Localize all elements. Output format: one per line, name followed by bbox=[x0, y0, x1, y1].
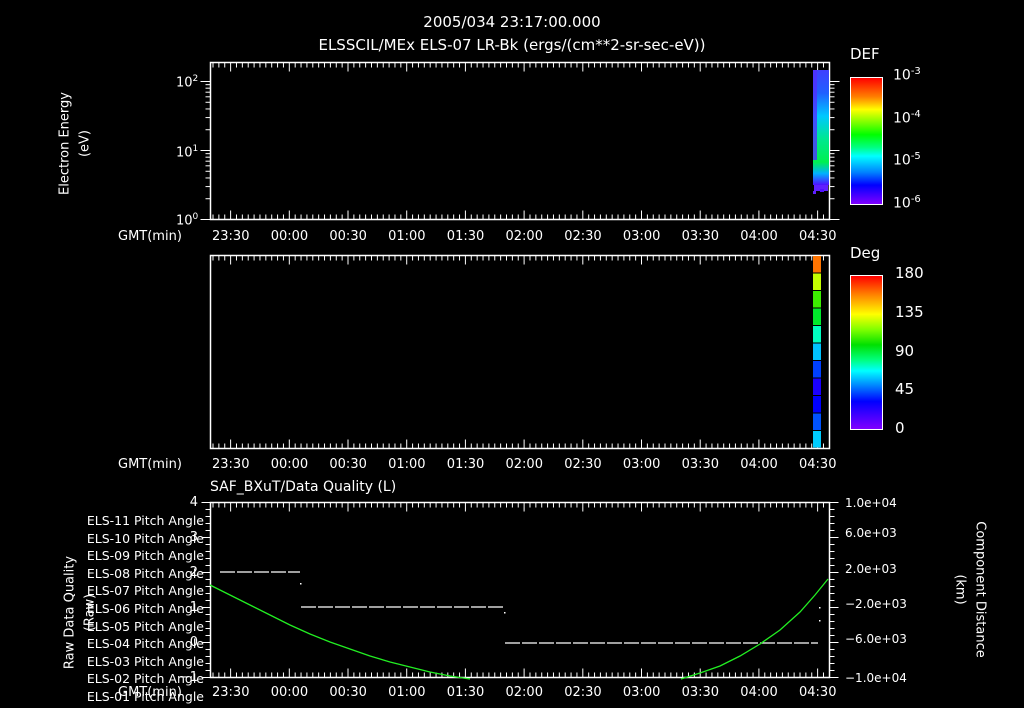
x-tick-label: 02:30 bbox=[564, 685, 602, 700]
distance-ytick: −2.0e+03 bbox=[845, 596, 907, 611]
x-tick-label: 03:00 bbox=[622, 229, 661, 244]
pitch-row-label: ELS-02 Pitch Angle bbox=[86, 671, 204, 687]
distance-ytick: 2.0e+03 bbox=[845, 561, 897, 576]
x-tick-label: 00:00 bbox=[270, 685, 309, 700]
x-tick-label: 02:00 bbox=[505, 229, 543, 244]
x-tick-label: 01:30 bbox=[446, 457, 485, 472]
quality-ytick: −1 bbox=[178, 669, 198, 685]
pitch-row-label: ELS-10 Pitch Angle bbox=[86, 530, 204, 546]
pitch-xlabel: GMT(min) bbox=[118, 457, 182, 472]
data-quality-series bbox=[220, 571, 818, 644]
x-tick-label: 02:30 bbox=[564, 229, 602, 244]
def-tick-1e-5: 10-5 bbox=[893, 151, 921, 169]
x-tick-label: 04:00 bbox=[740, 229, 778, 244]
pitch-row-label: ELS-04 Pitch Angle bbox=[86, 636, 204, 652]
energy-ytick-100: 102 bbox=[176, 74, 199, 91]
x-tick-label: 00:00 bbox=[270, 229, 309, 244]
x-tick-label: 23:30 bbox=[212, 457, 250, 472]
x-tick-label: 00:30 bbox=[329, 457, 367, 472]
x-tick-label: 00:30 bbox=[329, 229, 367, 244]
def-tick-1e-6: 10-6 bbox=[893, 194, 921, 212]
quality-xlabel: GMT(min) bbox=[118, 685, 182, 700]
def-tick-1e-4: 10-4 bbox=[893, 109, 921, 127]
x-tick-label: 04:00 bbox=[740, 457, 778, 472]
pitch-row-label: ELS-11 Pitch Angle bbox=[86, 513, 204, 528]
x-tick-label: 03:30 bbox=[681, 685, 720, 700]
def-colorbar-title: DEF bbox=[850, 45, 880, 63]
x-tick-label: 04:00 bbox=[740, 685, 778, 700]
x-tick-label: 03:00 bbox=[622, 685, 661, 700]
pitch-row-label: ELS-07 Pitch Angle bbox=[86, 583, 204, 599]
energy-xlabel: GMT(min) bbox=[118, 229, 182, 244]
pitch-row-label: ELS-08 Pitch Angle bbox=[86, 565, 204, 581]
pitch-row-label: ELS-06 Pitch Angle bbox=[86, 601, 204, 616]
distance-ytick: −1.0e+04 bbox=[845, 670, 907, 685]
def-tick-1e-3: 10-3 bbox=[893, 66, 921, 84]
energy-ytick-10: 101 bbox=[176, 144, 199, 161]
x-tick-label: 03:30 bbox=[681, 229, 720, 244]
x-tick-label: 04:30 bbox=[799, 457, 837, 472]
x-tick-label: 01:30 bbox=[446, 685, 485, 700]
x-tick-label: 01:00 bbox=[388, 685, 426, 700]
deg-tick-45: 45 bbox=[895, 380, 915, 398]
x-tick-label: 03:30 bbox=[681, 457, 720, 472]
pitch-row-label: ELS-05 Pitch Angle bbox=[86, 618, 204, 634]
x-tick-label: 04:30 bbox=[799, 685, 837, 700]
quality-ytick: 1 bbox=[189, 599, 198, 615]
deg-colorbar bbox=[850, 275, 883, 430]
pitch-angle-data bbox=[813, 256, 821, 448]
distance-ytick: 1.0e+04 bbox=[845, 495, 897, 510]
quality-ytick: 0 bbox=[189, 634, 198, 650]
pitch-row-label: ELS-03 Pitch Angle bbox=[86, 653, 204, 669]
quality-ytick: 2 bbox=[189, 564, 198, 580]
x-tick-label: 23:30 bbox=[212, 229, 250, 244]
x-tick-label: 01:00 bbox=[388, 457, 426, 472]
plot-timestamp: 2005/034 23:17:00.000 bbox=[423, 13, 601, 31]
spacecraft-x-series bbox=[209, 584, 471, 680]
distance-ytick: −6.0e+03 bbox=[845, 632, 907, 646]
x-tick-label: 00:00 bbox=[270, 457, 309, 472]
deg-tick-135: 135 bbox=[895, 303, 924, 321]
def-colorbar bbox=[850, 77, 883, 205]
x-tick-label: 01:00 bbox=[388, 229, 426, 244]
x-tick-label: 04:30 bbox=[799, 229, 837, 244]
plot-title: ELSSCIL/MEx ELS-07 LR-Bk (ergs/(cm**2-sr… bbox=[318, 36, 706, 54]
x-tick-label: 02:00 bbox=[505, 457, 543, 472]
pitch-row-label: ELS-09 Pitch Angle bbox=[86, 548, 204, 564]
pitch-row-labels: ELS-11 Pitch Angle ELS-10 Pitch Angle ELS-… bbox=[44, 257, 204, 702]
x-tick-label: 02:30 bbox=[564, 457, 602, 472]
deg-colorbar-title: Deg bbox=[850, 244, 881, 262]
x-tick-label: 00:30 bbox=[329, 685, 367, 700]
deg-tick-90: 90 bbox=[895, 342, 915, 360]
x-tick-label: 01:30 bbox=[446, 229, 485, 244]
quality-left-title: SAF_BXuT/Data Quality (L) bbox=[210, 479, 397, 495]
quality-ytick: 3 bbox=[189, 529, 198, 545]
x-tick-label: 23:30 bbox=[212, 685, 250, 700]
x-tick-label: 02:00 bbox=[505, 685, 543, 700]
quality-ytick: 4 bbox=[189, 494, 198, 510]
energy-ytick-1: 100 bbox=[176, 212, 199, 229]
x-tick-label: 03:00 bbox=[622, 457, 661, 472]
deg-tick-0: 0 bbox=[895, 419, 905, 437]
pitch-row-label: ELS-01 Pitch Angle bbox=[86, 689, 204, 704]
deg-tick-180: 180 bbox=[895, 264, 924, 282]
distance-ytick: 6.0e+03 bbox=[845, 526, 897, 541]
